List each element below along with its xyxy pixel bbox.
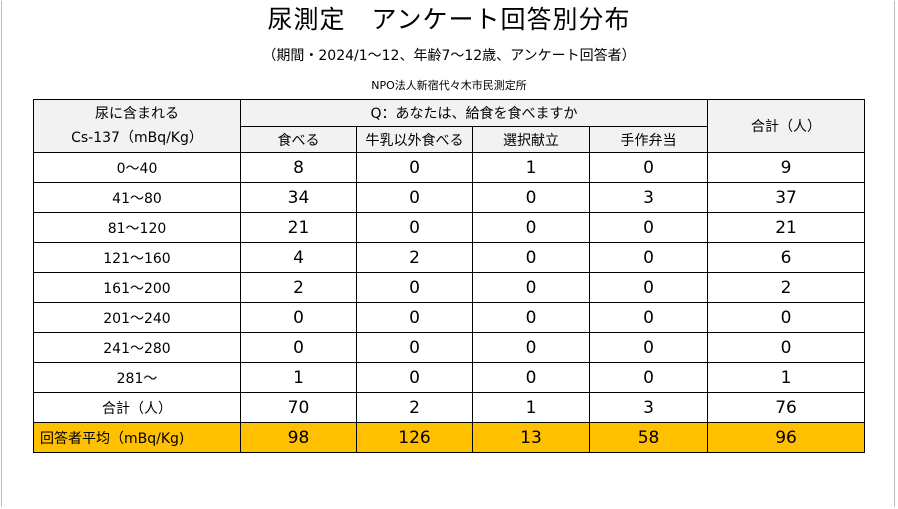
value-cell: 2: [356, 392, 473, 423]
table-row: 121～160 4 2 0 0 6: [33, 242, 866, 273]
row-label: 81～120: [33, 212, 241, 243]
table-row: 0～40 8 0 1 0 9: [33, 152, 866, 183]
row-label: 121～160: [33, 242, 241, 273]
row-header-line1: 尿に含まれる: [95, 106, 179, 122]
table-row: 41～80 34 0 0 3 37: [33, 182, 866, 213]
average-row: 回答者平均（mBq/Kg) 98 126 13 58 96: [33, 422, 866, 453]
value-cell: 0: [472, 182, 590, 213]
value-cell: 3: [588, 392, 709, 423]
total-cell: 76: [707, 392, 866, 423]
value-cell: 0: [356, 302, 473, 333]
value-cell: 0: [240, 332, 357, 363]
value-cell: 98: [240, 422, 357, 453]
value-cell: 13: [472, 422, 590, 453]
page-subtitle: （期間・2024/1～12、年齢7～12歳、アンケート回答者）: [262, 48, 636, 64]
value-cell: 0: [588, 242, 709, 273]
total-cell: 2: [707, 272, 866, 303]
value-cell: 0: [356, 272, 473, 303]
value-cell: 0: [588, 272, 709, 303]
value-cell: 21: [240, 212, 357, 243]
value-cell: 1: [472, 152, 590, 183]
value-cell: 3: [588, 182, 709, 213]
row-label: 合計（人）: [33, 392, 241, 423]
table-row: 241～280 0 0 0 0 0: [33, 332, 866, 363]
table-row: 281～ 1 0 0 0 1: [33, 362, 866, 393]
value-cell: 0: [588, 302, 709, 333]
column-header-eat: 食べる: [240, 126, 357, 153]
value-cell: 34: [240, 182, 357, 213]
value-cell: 70: [240, 392, 357, 423]
value-cell: 4: [240, 242, 357, 273]
row-label: 281～: [33, 362, 241, 393]
column-header-selected-menu: 選択献立: [472, 126, 590, 153]
total-cell: 1: [707, 362, 866, 393]
row-header-cell: 尿に含まれる Cs-137（mBq/Kg）: [33, 99, 241, 153]
column-header-homemade-lunch: 手作弁当: [588, 126, 709, 153]
question-header: Q：あなたは、給食を食べますか: [239, 99, 709, 127]
row-label: 回答者平均（mBq/Kg): [33, 422, 241, 453]
row-header-line2: Cs-137（mBq/Kg）: [71, 130, 203, 146]
value-cell: 0: [356, 362, 473, 393]
value-cell: 0: [588, 212, 709, 243]
value-cell: 58: [588, 422, 709, 453]
value-cell: 1: [472, 392, 590, 423]
total-cell: 0: [707, 302, 866, 333]
value-cell: 0: [472, 272, 590, 303]
value-cell: 0: [356, 152, 473, 183]
total-cell: 0: [707, 332, 866, 363]
value-cell: 0: [472, 332, 590, 363]
value-cell: 0: [472, 362, 590, 393]
row-label: 41～80: [33, 182, 241, 213]
value-cell: 126: [356, 422, 473, 453]
row-label: 241～280: [33, 332, 241, 363]
value-cell: 2: [356, 242, 473, 273]
table-row: 201～240 0 0 0 0 0: [33, 302, 866, 333]
value-cell: 0: [588, 332, 709, 363]
value-cell: 1: [240, 362, 357, 393]
value-cell: 0: [240, 302, 357, 333]
value-cell: 0: [472, 242, 590, 273]
column-header-except-milk: 牛乳以外食べる: [356, 126, 473, 153]
total-cell: 21: [707, 212, 866, 243]
value-cell: 0: [472, 212, 590, 243]
table-row: 161～200 2 0 0 0 2: [33, 272, 866, 303]
total-cell: 9: [707, 152, 866, 183]
table-row: 81～120 21 0 0 0 21: [33, 212, 866, 243]
total-cell: 6: [707, 242, 866, 273]
value-cell: 0: [356, 212, 473, 243]
total-cell: 96: [707, 422, 866, 453]
table-body: 0～40 8 0 1 0 9 41～80 34 0 0 3 37 81～120 21 0 0 0 21 121～16…: [33, 152, 866, 453]
totals-row: 合計（人） 70 2 1 3 76: [33, 392, 866, 423]
value-cell: 8: [240, 152, 357, 183]
total-cell: 37: [707, 182, 866, 213]
total-header: 合計（人）: [707, 99, 866, 153]
organization-name: NPO法人新宿代々木市民測定所: [371, 79, 527, 92]
page-title: 尿測定 アンケート回答別分布: [267, 5, 631, 34]
value-cell: 0: [356, 182, 473, 213]
row-label: 161～200: [33, 272, 241, 303]
value-cell: 0: [356, 332, 473, 363]
row-label: 0～40: [33, 152, 241, 183]
value-cell: 0: [588, 152, 709, 183]
value-cell: 0: [472, 302, 590, 333]
row-label: 201～240: [33, 302, 241, 333]
value-cell: 0: [588, 362, 709, 393]
value-cell: 2: [240, 272, 357, 303]
survey-table: 尿に含まれる Cs-137（mBq/Kg） Q：あなたは、給食を食べますか 合計…: [33, 99, 866, 453]
